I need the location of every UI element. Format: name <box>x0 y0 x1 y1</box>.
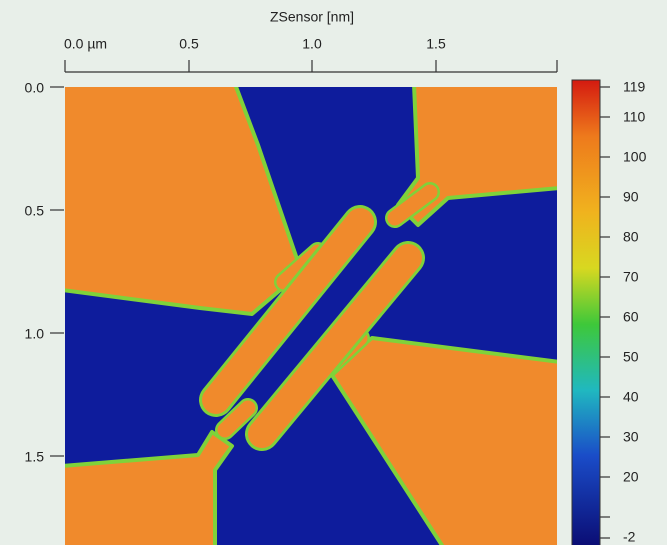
page: ZSensor [nm] 0.0 µm 0.5 1.0 1.5 0.0 0.5 … <box>0 0 667 545</box>
afm-image <box>62 84 560 545</box>
x-tick-label: 1.0 <box>302 36 322 52</box>
y-tick-label: 1.0 <box>25 326 45 342</box>
colorbar-label: 110 <box>623 109 646 125</box>
colorbar-label: 60 <box>623 309 639 325</box>
colorbar-label: 50 <box>623 349 639 365</box>
colorbar-label: -2 <box>623 529 636 545</box>
colorbar-label: 80 <box>623 229 639 245</box>
colorbar-label: 119 <box>623 79 646 95</box>
colorbar-gradient <box>572 80 600 545</box>
colorbar-label: 90 <box>623 189 639 205</box>
colorbar-label: 20 <box>623 469 639 485</box>
x-axis: 0.0 µm 0.5 1.0 1.5 <box>64 36 557 72</box>
y-tick-label: 1.5 <box>25 449 45 465</box>
colorbar-label: 40 <box>623 389 639 405</box>
y-tick-label: 0.5 <box>25 203 45 219</box>
colorbar: 119 110 100 90 80 70 60 50 40 30 20 -2 <box>572 79 647 545</box>
x-tick-label: 0.5 <box>179 36 199 52</box>
image-title: ZSensor [nm] <box>270 9 354 25</box>
afm-view: ZSensor [nm] 0.0 µm 0.5 1.0 1.5 0.0 0.5 … <box>0 0 667 545</box>
colorbar-label: 30 <box>623 429 639 445</box>
colorbar-label: 70 <box>623 269 639 285</box>
colorbar-label: 100 <box>623 149 647 165</box>
y-axis: 0.0 0.5 1.0 1.5 <box>25 80 64 465</box>
y-tick-label: 0.0 <box>25 80 45 96</box>
x-tick-label: 1.5 <box>426 36 446 52</box>
x-tick-label: 0.0 µm <box>64 36 107 52</box>
